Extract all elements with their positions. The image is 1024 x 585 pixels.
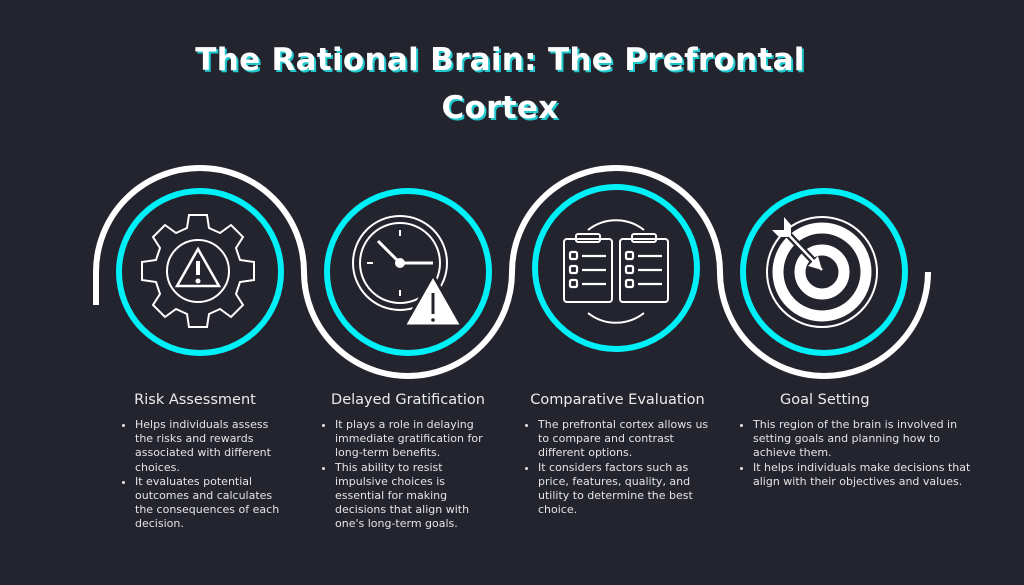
clipboards-compare-icon	[563, 219, 669, 324]
step-delayed-gratification: Delayed Gratification It plays a role in…	[322, 392, 494, 532]
title-line-2: Cortex	[441, 90, 559, 126]
gear-warning-icon	[141, 214, 255, 328]
ring-4	[740, 188, 908, 356]
bullet: Helps individuals assess the risks and r…	[135, 418, 282, 475]
step-heading: Goal Setting	[780, 392, 870, 408]
step-bullets: The prefrontal cortex allows us to compa…	[525, 418, 710, 517]
step-bullets: It plays a role in delaying immediate gr…	[322, 418, 494, 532]
step-bullets: Helps individuals assess the risks and r…	[122, 418, 282, 532]
bullet: This ability to resist impulsive choices…	[335, 461, 494, 532]
bullet: It helps individuals make decisions that…	[753, 461, 980, 489]
bullet: It plays a role in delaying immediate gr…	[335, 418, 494, 461]
wave-line	[93, 165, 931, 379]
step-heading: Risk Assessment	[134, 392, 256, 408]
step-comparative-evaluation: Comparative Evaluation The prefrontal co…	[525, 392, 710, 517]
clock-warning-icon	[352, 215, 464, 328]
bullet: This region of the brain is involved in …	[753, 418, 980, 461]
step-risk-assessment: Risk Assessment Helps individuals assess…	[122, 392, 282, 532]
target-arrow-icon	[766, 216, 878, 328]
ring-3	[532, 184, 700, 352]
step-heading: Delayed Gratification	[331, 392, 485, 408]
step-heading: Comparative Evaluation	[530, 392, 705, 408]
title-line-1: The Rational Brain: The Prefrontal	[195, 42, 805, 78]
step-goal-setting: Goal Setting This region of the brain is…	[740, 392, 980, 489]
ring-2	[324, 188, 492, 356]
ring-1	[116, 188, 284, 356]
bullet: It evaluates potential outcomes and calc…	[135, 475, 282, 532]
bullet: The prefrontal cortex allows us to compa…	[538, 418, 710, 461]
step-bullets: This region of the brain is involved in …	[740, 418, 980, 489]
bullet: It considers factors such as price, feat…	[538, 461, 710, 518]
